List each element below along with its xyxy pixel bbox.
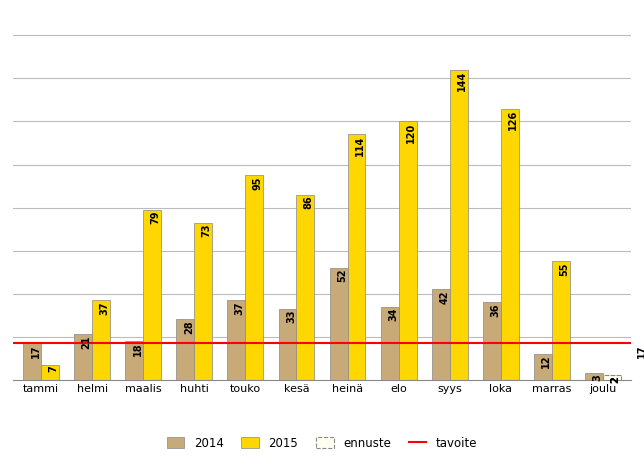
Bar: [296, 194, 314, 380]
Text: 36: 36: [490, 303, 500, 317]
Bar: [399, 121, 417, 380]
Text: 79: 79: [151, 211, 160, 224]
Bar: [432, 289, 450, 380]
Bar: [227, 300, 245, 380]
Text: 17: 17: [30, 344, 41, 357]
Text: 73: 73: [202, 224, 212, 237]
Text: 21: 21: [82, 336, 91, 349]
Bar: [450, 70, 468, 380]
Text: 3: 3: [592, 374, 603, 381]
Bar: [126, 341, 143, 380]
Bar: [381, 307, 399, 380]
Bar: [143, 210, 161, 380]
Text: 17: 17: [636, 344, 644, 357]
Legend: 2014, 2015, ennuste, tavoite: 2014, 2015, ennuste, tavoite: [162, 432, 482, 454]
Text: 114: 114: [355, 136, 365, 156]
Bar: [585, 373, 603, 380]
Bar: [552, 261, 570, 380]
Text: 120: 120: [406, 123, 416, 143]
Bar: [92, 300, 110, 380]
Text: 7: 7: [48, 366, 59, 372]
Bar: [603, 375, 621, 380]
Text: 12: 12: [542, 355, 551, 369]
Bar: [501, 108, 518, 380]
Bar: [41, 364, 59, 380]
Bar: [483, 302, 501, 380]
Text: 126: 126: [508, 110, 518, 130]
Text: 18: 18: [133, 342, 143, 356]
Bar: [603, 375, 621, 380]
Text: 95: 95: [252, 176, 263, 190]
Bar: [330, 268, 348, 380]
Text: 37: 37: [99, 301, 109, 315]
Text: 37: 37: [235, 301, 245, 315]
Text: 28: 28: [184, 320, 194, 334]
Text: 55: 55: [559, 263, 569, 276]
Text: 52: 52: [337, 269, 347, 282]
Text: 144: 144: [457, 71, 467, 91]
Bar: [245, 175, 263, 380]
Text: 42: 42: [439, 290, 450, 304]
Text: 2: 2: [611, 376, 620, 383]
Bar: [23, 343, 41, 380]
Text: 86: 86: [304, 196, 314, 209]
Bar: [279, 309, 296, 380]
Bar: [176, 319, 194, 380]
Bar: [348, 134, 365, 380]
Bar: [74, 334, 92, 380]
Bar: [534, 354, 552, 380]
Bar: [194, 223, 212, 380]
Text: 2: 2: [611, 376, 620, 383]
Text: 33: 33: [286, 310, 296, 323]
Text: 34: 34: [388, 307, 398, 321]
